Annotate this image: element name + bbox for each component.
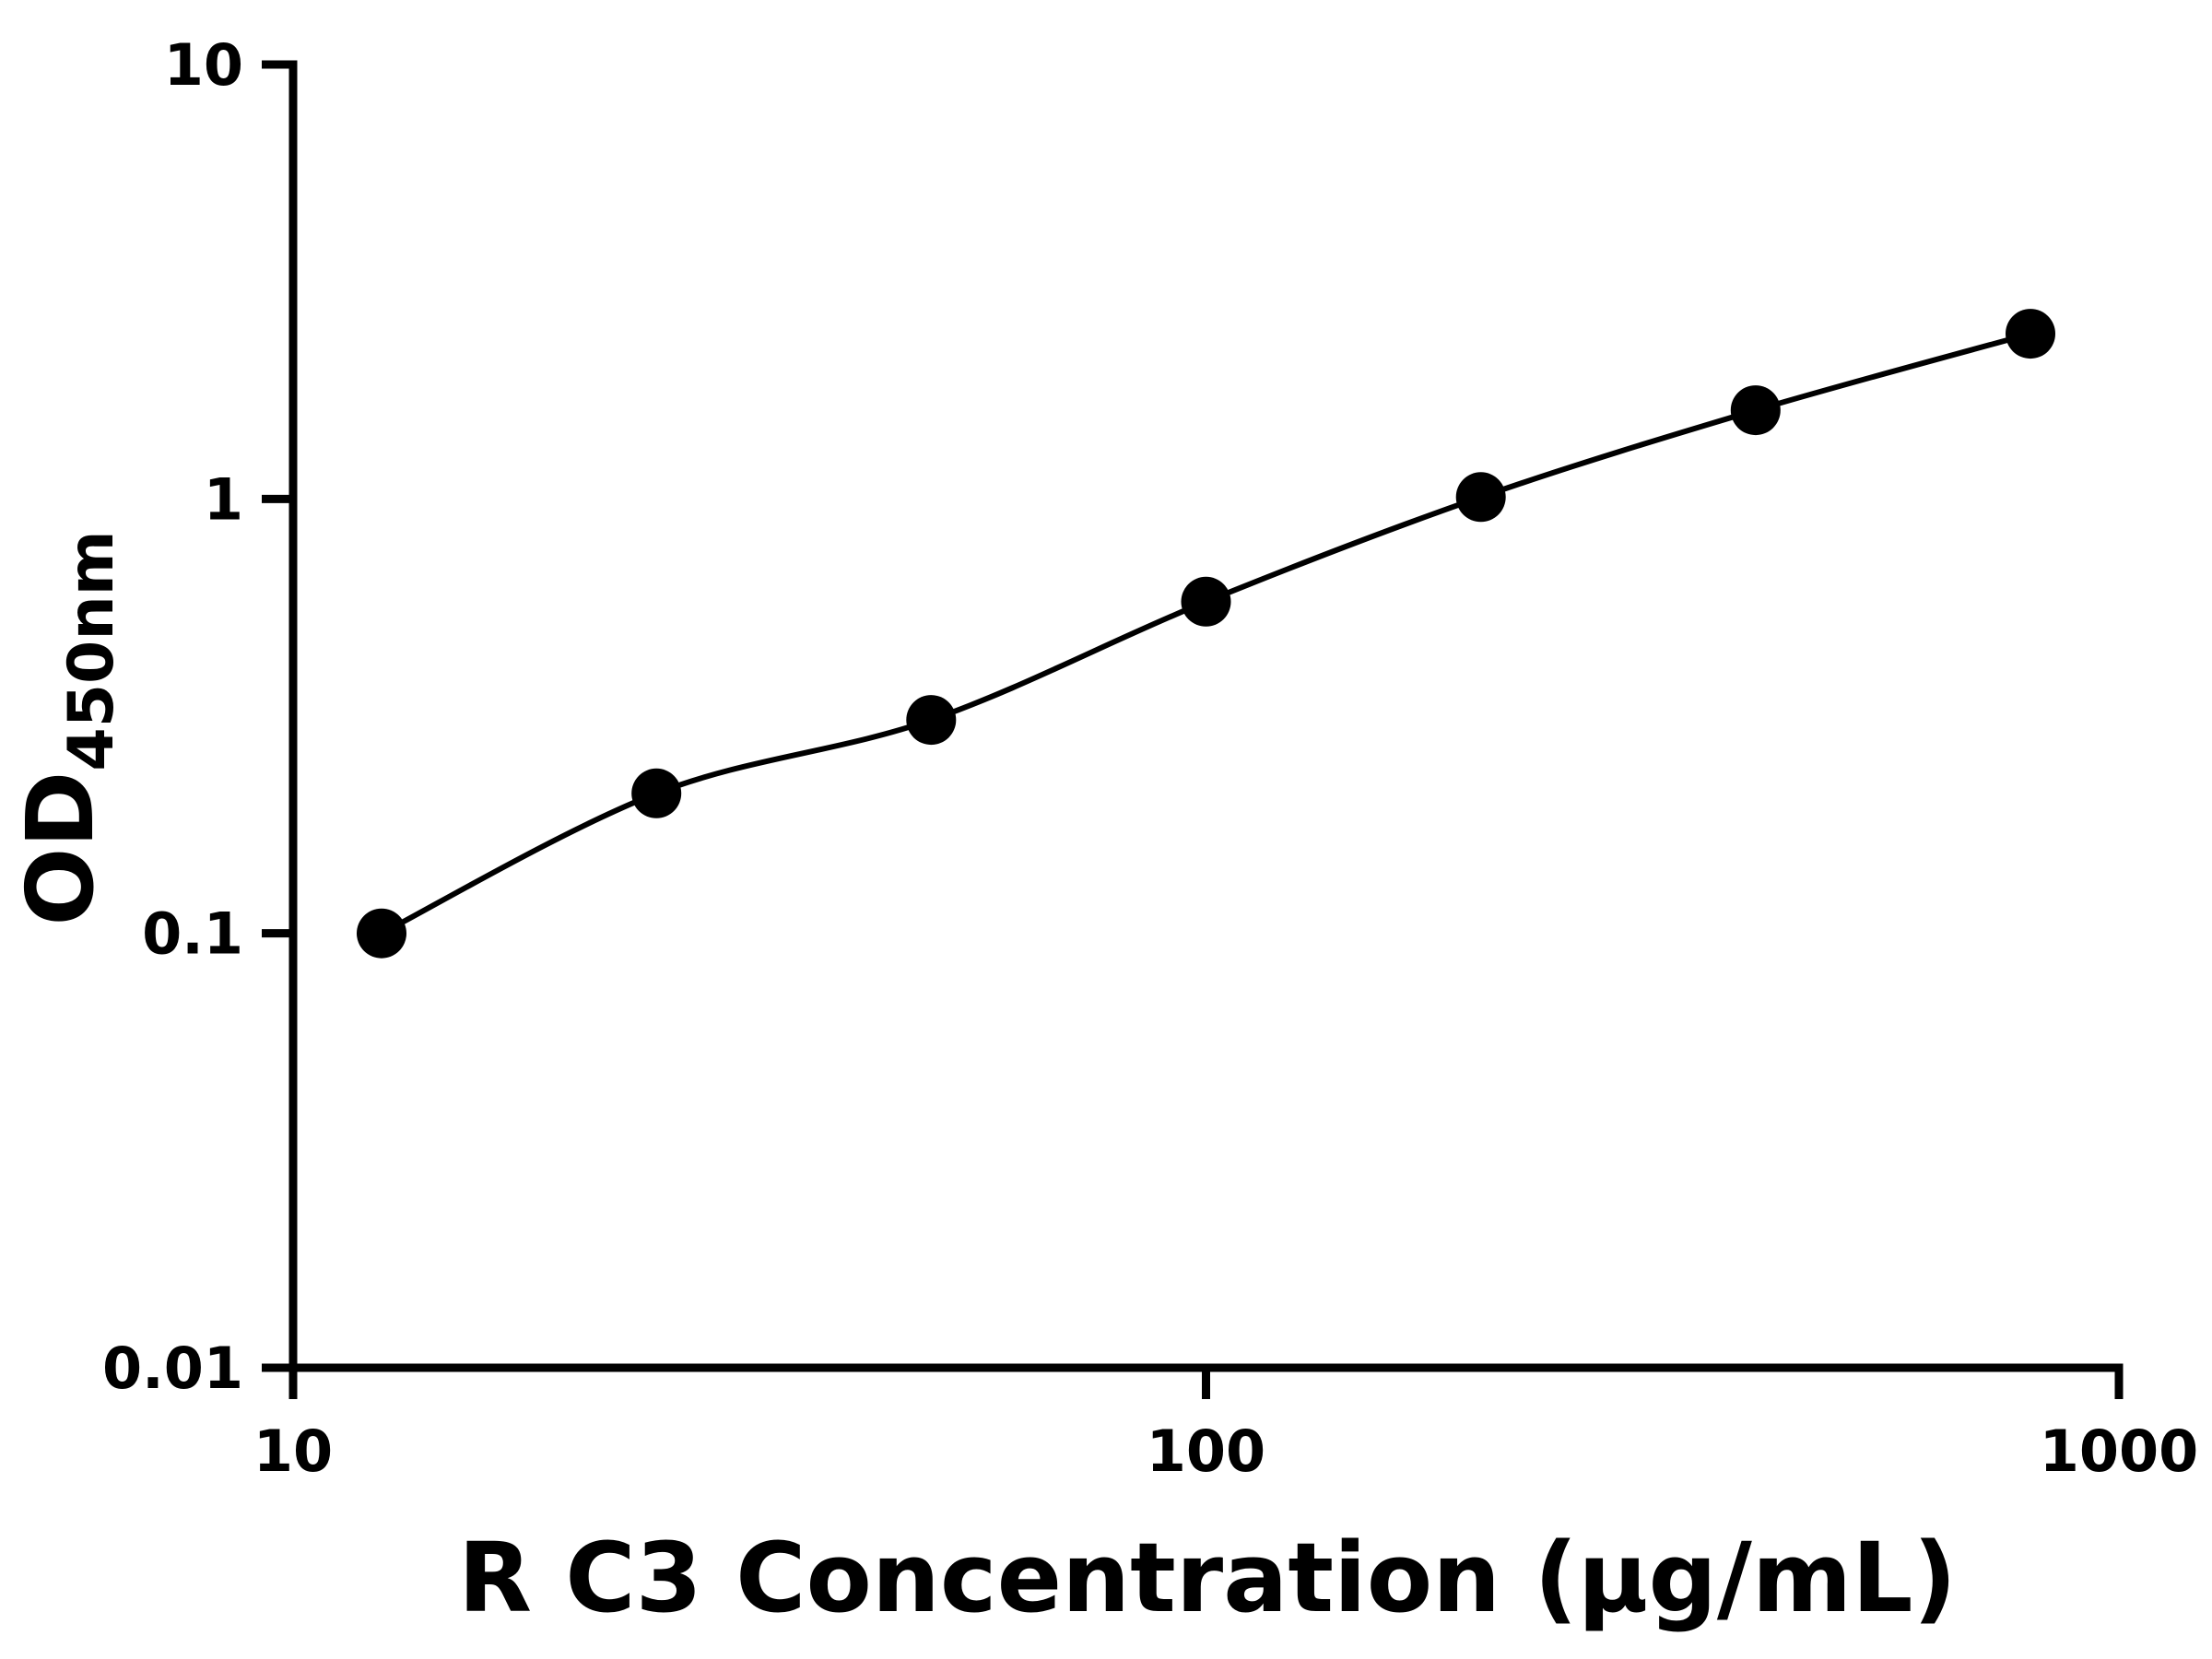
x-axis-title: R C3 Concentration (μg/mL) — [458, 1522, 1957, 1634]
data-point — [1730, 385, 1781, 436]
plot-generated-layer: 10 100 1000 10 1 0.1 0.01 — [102, 31, 2198, 1485]
y-axis-title: OD450nm — [6, 530, 128, 925]
y-tick-label: 10 — [164, 31, 243, 99]
data-point — [1181, 576, 1231, 627]
x-tick-label: 1000 — [2040, 1418, 2199, 1485]
data-point — [357, 908, 406, 959]
y-tick-label: 0.01 — [102, 1335, 243, 1402]
y-tick-label: 0.1 — [142, 900, 243, 968]
data-point — [2006, 309, 2055, 359]
fit-curve — [380, 331, 2031, 936]
y-tick-label: 1 — [204, 465, 243, 533]
data-point — [906, 695, 957, 746]
x-tick-label: 100 — [1147, 1418, 1265, 1485]
x-tick-label: 10 — [253, 1418, 333, 1485]
data-point — [631, 768, 682, 818]
y-axis-title-subscript: 450nm — [55, 530, 128, 771]
y-axis-title-main: OD — [6, 771, 114, 926]
data-point — [1455, 472, 1506, 523]
